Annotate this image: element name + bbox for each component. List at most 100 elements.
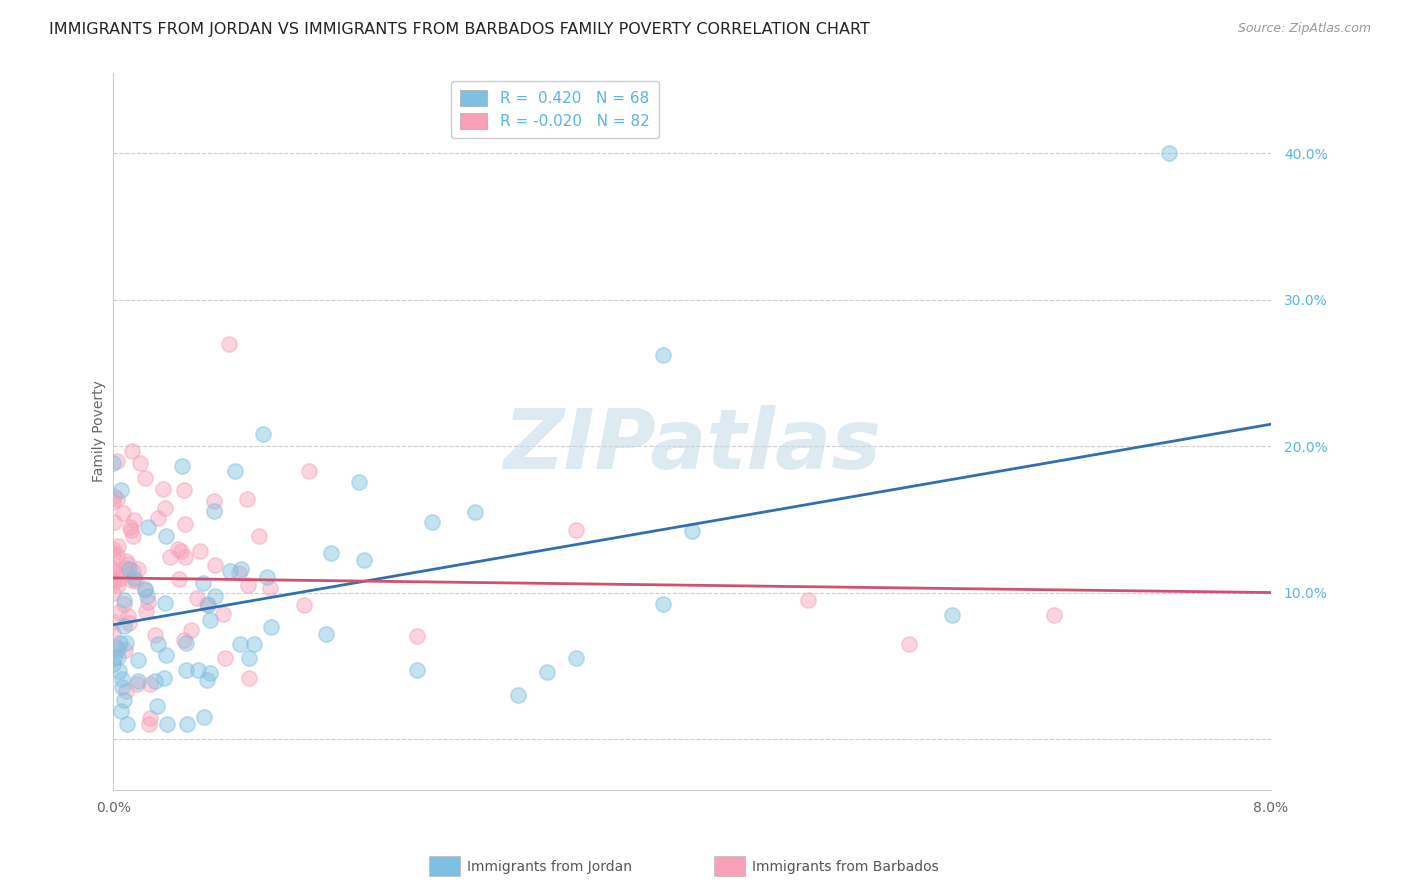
Point — [214, 651, 236, 665]
Point — [231, 562, 253, 576]
Point — [197, 598, 219, 612]
Point — [1159, 146, 1181, 161]
Point — [198, 614, 221, 628]
Point — [508, 688, 530, 702]
Point — [103, 489, 125, 503]
Point — [103, 495, 125, 509]
Point — [110, 705, 132, 719]
Point — [103, 546, 125, 560]
Point — [146, 637, 169, 651]
Point — [121, 573, 143, 587]
Point — [110, 571, 132, 585]
Point — [110, 680, 132, 694]
Point — [238, 650, 260, 665]
Point — [173, 483, 195, 497]
Point — [128, 457, 150, 471]
Point — [121, 523, 143, 537]
Legend: R =  0.420   N = 68, R = -0.020   N = 82: R = 0.420 N = 68, R = -0.020 N = 82 — [451, 80, 658, 138]
Point — [897, 637, 920, 651]
Point — [202, 503, 225, 517]
Point — [103, 651, 125, 665]
Point — [121, 564, 143, 578]
Point — [139, 710, 162, 724]
Point — [103, 657, 125, 672]
Point — [125, 574, 148, 588]
Point — [138, 520, 160, 534]
Point — [107, 605, 129, 619]
Point — [114, 636, 136, 650]
Point — [260, 620, 283, 634]
Point — [121, 443, 143, 458]
Text: Immigrants from Jordan: Immigrants from Jordan — [467, 860, 631, 874]
Point — [193, 710, 215, 724]
Point — [103, 575, 125, 590]
Point — [134, 471, 156, 485]
Point — [127, 562, 149, 576]
Point — [186, 591, 208, 606]
Point — [103, 573, 125, 587]
Point — [218, 336, 240, 351]
Point — [167, 542, 190, 557]
Point — [135, 604, 157, 618]
Point — [229, 637, 252, 651]
Point — [681, 524, 703, 538]
Point — [117, 608, 139, 623]
Point — [107, 664, 129, 678]
Point — [105, 453, 128, 467]
Text: Source: ZipAtlas.com: Source: ZipAtlas.com — [1237, 22, 1371, 36]
Point — [143, 627, 166, 641]
Point — [347, 475, 370, 490]
Point — [138, 717, 160, 731]
Point — [188, 544, 211, 558]
Point — [103, 515, 125, 529]
Point — [146, 511, 169, 525]
Point — [247, 529, 270, 543]
Point — [174, 664, 197, 678]
Point — [120, 520, 142, 534]
Point — [420, 516, 443, 530]
Point — [353, 552, 375, 566]
Point — [405, 629, 427, 643]
Point — [122, 571, 145, 585]
Point — [152, 482, 174, 496]
Point — [155, 596, 177, 610]
Point — [176, 717, 198, 731]
Point — [107, 650, 129, 665]
Point — [111, 672, 134, 686]
Point — [315, 627, 337, 641]
Point — [536, 665, 558, 679]
Point — [292, 598, 315, 612]
Point — [259, 582, 281, 596]
Text: IMMIGRANTS FROM JORDAN VS IMMIGRANTS FROM BARBADOS FAMILY POVERTY CORRELATION CH: IMMIGRANTS FROM JORDAN VS IMMIGRANTS FRO… — [49, 22, 870, 37]
Point — [105, 640, 128, 655]
Point — [252, 427, 274, 442]
Point — [211, 607, 233, 621]
Point — [405, 663, 427, 677]
Point — [204, 589, 226, 603]
Point — [117, 557, 139, 571]
Point — [321, 546, 343, 560]
Point — [105, 548, 128, 562]
Point — [204, 558, 226, 572]
Point — [114, 643, 136, 657]
Point — [256, 570, 278, 584]
Point — [103, 615, 125, 630]
Point — [122, 529, 145, 543]
Point — [170, 543, 193, 558]
Point — [941, 607, 963, 622]
Point — [155, 529, 177, 543]
Point — [243, 637, 266, 651]
Point — [127, 677, 149, 691]
Text: ZIPatlas: ZIPatlas — [503, 405, 882, 486]
Point — [796, 593, 818, 607]
Point — [173, 516, 195, 531]
Point — [228, 566, 250, 581]
Point — [136, 595, 159, 609]
Point — [180, 623, 202, 637]
Point — [236, 492, 259, 507]
Point — [159, 549, 181, 564]
Point — [112, 598, 135, 612]
Y-axis label: Family Poverty: Family Poverty — [93, 381, 107, 483]
Point — [115, 684, 138, 698]
Point — [118, 615, 141, 630]
